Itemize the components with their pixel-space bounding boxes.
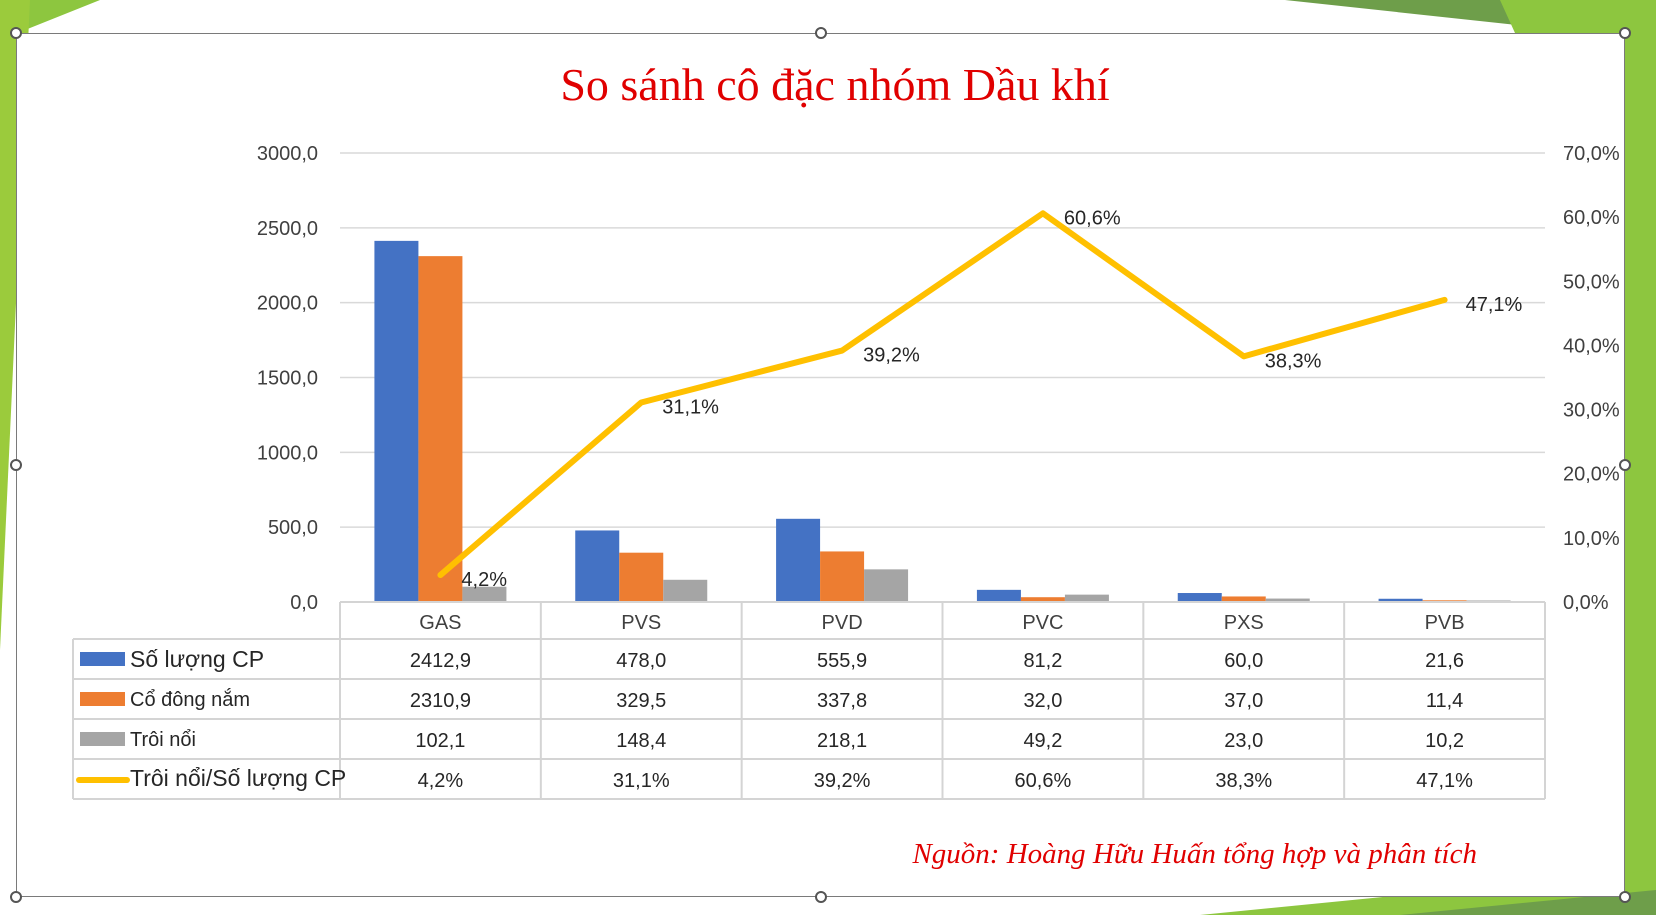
data-label-pvd: 39,2% xyxy=(863,345,920,367)
legend-label-2: Trôi nổi xyxy=(130,729,196,751)
x-category-label: PVS xyxy=(621,612,661,634)
y-right-tick-label: 40,0% xyxy=(1563,335,1620,357)
data-label-pxs: 38,3% xyxy=(1265,350,1322,372)
table-cell: 329,5 xyxy=(616,690,666,712)
table-cell: 10,2 xyxy=(1425,730,1464,752)
data-label-pvs: 31,1% xyxy=(662,397,719,419)
bar-gas-1 xyxy=(418,256,463,602)
table-cell: 31,1% xyxy=(613,770,670,792)
y-right-tick-label: 0,0% xyxy=(1563,592,1609,614)
data-label-gas: 4,2% xyxy=(461,569,507,591)
y-left-tick-label: 1500,0 xyxy=(257,368,318,390)
bar-pvc-2 xyxy=(1064,594,1109,602)
bar-pvs-2 xyxy=(663,579,708,602)
legend-key-2 xyxy=(80,732,125,746)
y-left-tick-label: 0,0 xyxy=(290,592,318,614)
x-category-label: PVB xyxy=(1425,612,1465,634)
table-cell: 47,1% xyxy=(1416,770,1473,792)
y-right-tick-label: 50,0% xyxy=(1563,271,1620,293)
y-right-tick-label: 70,0% xyxy=(1563,143,1620,165)
y-right-tick-label: 30,0% xyxy=(1563,400,1620,422)
table-cell: 4,2% xyxy=(418,770,464,792)
y-left-tick-label: 2500,0 xyxy=(257,218,318,240)
x-category-label: PXS xyxy=(1224,612,1264,634)
y-left-tick-label: 2000,0 xyxy=(257,293,318,315)
legend-label-3: Trôi nổi/Số lượng CP xyxy=(130,765,346,791)
bar-pvd-1 xyxy=(820,551,865,602)
data-label-pvc: 60,6% xyxy=(1064,207,1121,229)
bar-pvs-1 xyxy=(619,552,664,602)
table-cell: 38,3% xyxy=(1215,770,1272,792)
table-cell: 2412,9 xyxy=(410,650,471,672)
table-cell: 478,0 xyxy=(616,650,666,672)
table-cell: 555,9 xyxy=(817,650,867,672)
table-cell: 60,6% xyxy=(1015,770,1072,792)
resize-handle-top-right[interactable] xyxy=(1619,27,1631,39)
y-left-tick-label: 1000,0 xyxy=(257,442,318,464)
resize-handle-bottom[interactable] xyxy=(815,891,827,903)
table-cell: 60,0 xyxy=(1224,650,1263,672)
bar-gas-2 xyxy=(462,586,507,602)
resize-handle-bottom-left[interactable] xyxy=(10,891,22,903)
table-cell: 37,0 xyxy=(1224,690,1263,712)
resize-handle-top[interactable] xyxy=(815,27,827,39)
table-cell: 11,4 xyxy=(1426,690,1463,712)
table-cell: 2310,9 xyxy=(410,690,471,712)
y-right-tick-label: 10,0% xyxy=(1563,528,1620,550)
bar-pvd-0 xyxy=(776,518,821,602)
bar-pxs-0 xyxy=(1177,593,1222,602)
table-cell: 81,2 xyxy=(1023,650,1062,672)
legend-key-0 xyxy=(80,652,125,666)
chart-frame[interactable] xyxy=(16,33,1625,897)
x-category-label: PVD xyxy=(822,612,863,634)
table-cell: 39,2% xyxy=(814,770,871,792)
table-cell: 102,1 xyxy=(415,730,465,752)
table-cell: 218,1 xyxy=(817,730,867,752)
table-cell: 32,0 xyxy=(1023,690,1062,712)
bar-pvb-0 xyxy=(1378,598,1423,602)
bar-pvc-0 xyxy=(976,589,1021,602)
chart-title: So sánh cô đặc nhóm Dầu khí xyxy=(560,59,1110,110)
resize-handle-bottom-right[interactable] xyxy=(1619,891,1631,903)
data-label-pvb: 47,1% xyxy=(1466,294,1523,316)
legend-label-1: Cổ đông nắm xyxy=(130,688,250,711)
table-cell: 21,6 xyxy=(1425,650,1464,672)
bar-pxs-1 xyxy=(1221,596,1266,602)
x-category-label: GAS xyxy=(419,612,461,634)
bar-pvc-1 xyxy=(1020,597,1065,602)
resize-handle-top-left[interactable] xyxy=(10,27,22,39)
series-line-troi-noi-ratio xyxy=(437,210,1448,579)
y-right-tick-label: 60,0% xyxy=(1563,207,1620,229)
legend-label-0: Số lượng CP xyxy=(130,646,264,672)
source-note: Nguồn: Hoàng Hữu Huấn tổng hợp và phân t… xyxy=(911,838,1477,870)
bar-pvs-0 xyxy=(575,530,620,602)
y-right-tick-label: 20,0% xyxy=(1563,464,1620,486)
bar-pvd-2 xyxy=(864,569,909,602)
table-cell: 23,0 xyxy=(1224,730,1263,752)
y-left-tick-label: 500,0 xyxy=(268,517,318,539)
table-cell: 148,4 xyxy=(616,730,666,752)
table-cell: 337,8 xyxy=(817,690,867,712)
table-cell: 49,2 xyxy=(1023,730,1062,752)
legend-key-1 xyxy=(80,692,125,706)
bar-pxs-2 xyxy=(1265,598,1310,602)
x-category-label: PVC xyxy=(1022,612,1063,634)
resize-handle-left[interactable] xyxy=(10,459,22,471)
bar-gas-0 xyxy=(374,240,419,602)
resize-handle-right[interactable] xyxy=(1619,459,1631,471)
y-left-tick-label: 3000,0 xyxy=(257,143,318,165)
